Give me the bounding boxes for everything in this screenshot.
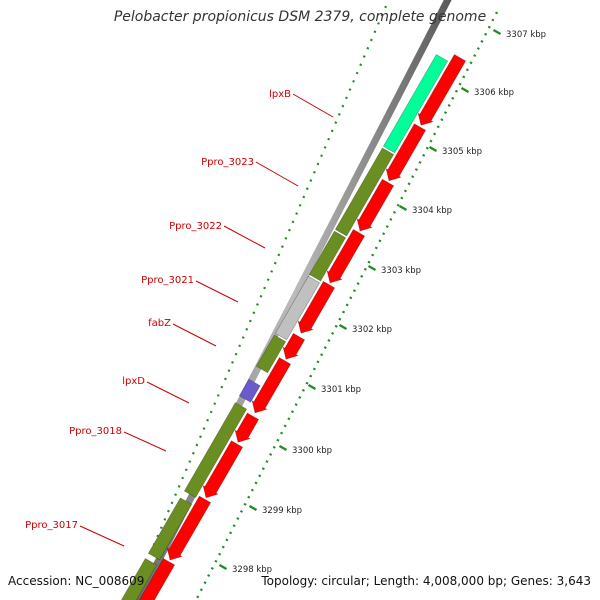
selected-gene[interactable]	[238, 378, 261, 403]
reverse-gene[interactable]	[166, 495, 212, 561]
scale-tick-label: 3306 kbp	[474, 88, 514, 98]
gene-label-leader	[223, 225, 266, 249]
scale-tick	[492, 28, 502, 36]
gene-label-leader	[146, 381, 190, 404]
gene-label[interactable]: Ppro_3017	[25, 520, 78, 531]
gene-label-leader	[123, 431, 167, 452]
scale-tick-label: 3300 kbp	[292, 446, 332, 456]
scale-tick-label: 3304 kbp	[412, 206, 452, 216]
reverse-gene[interactable]	[282, 332, 306, 360]
gene-label[interactable]: Ppro_3022	[169, 221, 222, 232]
forward-gene[interactable]	[334, 147, 395, 237]
scale-tick-label: 3299 kbp	[262, 506, 302, 516]
scale-tick	[307, 383, 317, 391]
scale-tick-label: 3307 kbp	[506, 30, 546, 40]
reverse-gene[interactable]	[356, 178, 395, 232]
scale-tick	[218, 563, 228, 571]
reverse-gene[interactable]	[417, 54, 467, 126]
reverse-gene[interactable]	[297, 280, 336, 334]
forward-gene[interactable]	[183, 402, 248, 498]
gene-label-leader	[292, 93, 334, 118]
reverse-gene[interactable]	[202, 440, 244, 499]
gene-label-leader	[79, 525, 125, 547]
gene-label[interactable]: Ppro_3018	[69, 426, 122, 437]
hypothetical-gene[interactable]	[274, 275, 321, 341]
reverse-gene[interactable]	[234, 412, 260, 443]
scale-tick-label: 3305 kbp	[442, 147, 482, 157]
gene-label[interactable]: fabZ	[148, 318, 171, 329]
gene-label[interactable]: lpxB	[269, 89, 291, 100]
scale-tick	[367, 264, 377, 272]
scale-tick	[428, 145, 438, 153]
reverse-gene[interactable]	[136, 558, 176, 600]
forward-gene[interactable]	[116, 558, 158, 600]
gene-label[interactable]: Ppro_3023	[201, 157, 254, 168]
scale-tick-label: 3298 kbp	[232, 565, 272, 575]
reverse-gene[interactable]	[326, 229, 366, 284]
scale-tick	[248, 504, 258, 512]
forward-gene[interactable]	[147, 497, 193, 561]
position-guide-line	[128, 5, 388, 600]
scale-tick-label: 3302 kbp	[352, 325, 392, 335]
gene-label-leader	[195, 280, 239, 303]
reverse-gene[interactable]	[385, 123, 427, 182]
rna-feature[interactable]	[382, 54, 449, 154]
topology-text: Topology: circular; Length: 4,008,000 bp…	[261, 574, 591, 588]
gene-label-leader	[255, 161, 299, 187]
gene-label-leader	[172, 323, 217, 347]
scale-tick	[460, 86, 470, 94]
accession-text: Accession: NC_008609	[8, 574, 145, 588]
forward-gene[interactable]	[308, 230, 347, 282]
forward-gene[interactable]	[255, 334, 287, 374]
gene-label[interactable]: Ppro_3021	[141, 275, 194, 286]
scale-tick-label: 3303 kbp	[381, 266, 421, 276]
scale-tick	[398, 204, 408, 212]
map-title: Pelobacter propionicus DSM 2379, complet…	[113, 9, 487, 25]
gene-label[interactable]: lpxD	[122, 376, 145, 387]
scale-tick	[338, 323, 348, 331]
scale-tick	[278, 444, 288, 452]
scale-tick-label: 3301 kbp	[321, 385, 361, 395]
reverse-gene[interactable]	[251, 357, 292, 414]
scale-dotted-line	[194, 11, 499, 600]
